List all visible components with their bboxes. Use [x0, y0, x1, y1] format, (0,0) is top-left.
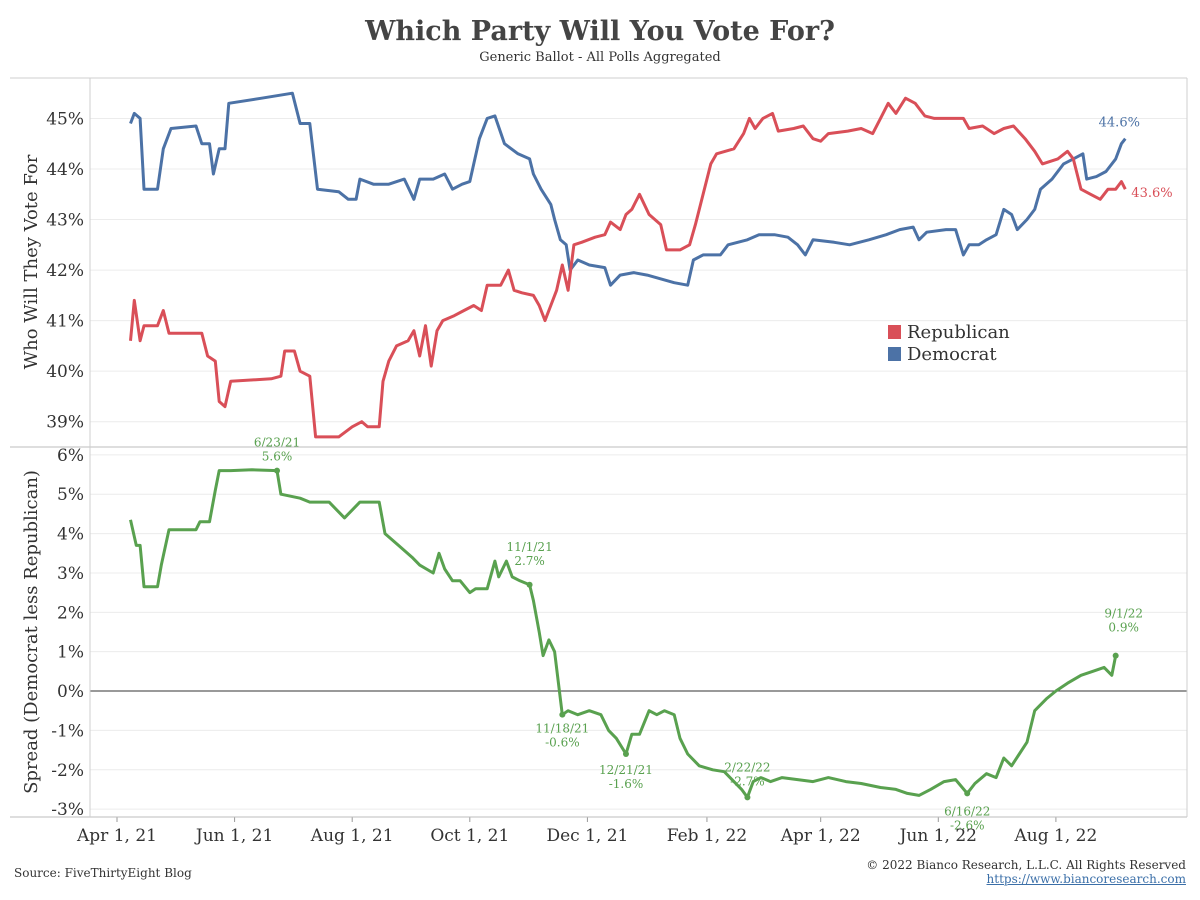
x-tick-label: Dec 1, 21 [546, 826, 628, 846]
copyright-note: © 2022 Bianco Research, L.L.C. All Right… [866, 858, 1186, 886]
series-line-democrat [129, 91, 1127, 287]
annotation-marker [622, 751, 629, 758]
annotation-value: 2.7% [514, 554, 545, 568]
annotation-marker [744, 794, 751, 801]
y-tick-label: 3% [57, 564, 84, 584]
annotation-value: -1.6% [609, 777, 644, 791]
annotation-value: 0.9% [1108, 621, 1139, 635]
y-tick-label: 1% [57, 643, 84, 663]
series-line-spread [129, 468, 1118, 799]
annotation-date: 11/18/21 [535, 722, 589, 736]
y-tick-label: 5% [57, 485, 84, 505]
y-tick-label: 40% [46, 362, 84, 382]
end-value-label-democrat: 44.6% [1099, 116, 1140, 131]
annotation-date: 6/16/22 [944, 804, 990, 818]
x-tick-label: Aug 1, 21 [310, 826, 394, 846]
y-tick-label: 2% [57, 603, 84, 623]
end-value-label-republican: 43.6% [1131, 186, 1172, 201]
y-tick-label: 42% [46, 261, 84, 281]
source-note: Source: FiveThirtyEight Blog [14, 866, 192, 880]
vote-share-panel: 39% 40% 41% 42% 43% 44% 45% Who Will They Vote … [21, 91, 1187, 439]
y-tick-label: 41% [46, 312, 84, 332]
y-axis-title: Who Will They Vote For [21, 154, 42, 369]
y-tick-label: -3% [51, 800, 84, 820]
annotation-marker [1112, 652, 1119, 659]
annotation-marker [274, 467, 281, 474]
y-tick-label: -1% [51, 721, 84, 741]
legend-label-republican: Republican [907, 322, 1010, 343]
series-line-republican [129, 96, 1127, 439]
y-axis-title: Spread (Democrat less Republican) [21, 470, 42, 794]
legend-swatch-republican [888, 325, 901, 339]
y-tick-label: 39% [46, 413, 84, 433]
x-tick-label: Apr 1, 22 [780, 826, 861, 846]
annotation-date: 6/23/21 [254, 436, 300, 450]
annotation-value: -2.7% [730, 774, 765, 788]
legend-label-democrat: Democrat [907, 344, 997, 365]
x-tick-label: Oct 1, 21 [430, 826, 509, 846]
y-tick-label: 43% [46, 211, 84, 231]
copyright-text: © 2022 Bianco Research, L.L.C. All Right… [866, 858, 1186, 872]
x-tick-label: Feb 1, 22 [667, 826, 747, 846]
chart-title: Which Party Will You Vote For? [365, 16, 835, 47]
annotation-date: 12/21/21 [599, 763, 653, 777]
annotation-marker [526, 581, 533, 588]
annotation-value: -0.6% [545, 736, 580, 750]
annotation-value: 5.6% [262, 450, 293, 464]
annotation-value: -2.6% [950, 818, 985, 832]
x-tick-label: Aug 1, 22 [1014, 826, 1098, 846]
chart-subtitle: Generic Ballot - All Polls Aggregated [479, 50, 721, 65]
y-tick-label: 0% [57, 682, 84, 702]
y-tick-label: 44% [46, 160, 84, 180]
x-tick-label: Jun 1, 21 [194, 826, 273, 846]
y-tick-label: 4% [57, 525, 84, 545]
annotation-marker [964, 790, 971, 797]
annotation-date: 2/22/22 [724, 760, 770, 774]
x-tick-label: Apr 1, 21 [76, 826, 157, 846]
annotation-marker [559, 711, 566, 718]
legend-swatch-democrat [888, 347, 901, 361]
x-tick-label: Jun 1, 22 [898, 826, 977, 846]
y-tick-label: 6% [57, 446, 84, 466]
spread-panel: -3% -2% -1% 0% 1% 2% 3% 4% 5% 6% Spread (Democrat … [21, 436, 1187, 832]
annotation-date: 11/1/21 [506, 540, 552, 554]
y-tick-label: -2% [51, 761, 84, 781]
x-axis: Apr 1, 21 Jun 1, 21 Aug 1, 21 Oct 1, 21 Dec … [76, 817, 1097, 846]
annotation-date: 9/1/22 [1104, 607, 1143, 621]
website-link[interactable]: https://www.biancoresearch.com [986, 872, 1186, 886]
y-tick-label: 45% [46, 109, 84, 129]
